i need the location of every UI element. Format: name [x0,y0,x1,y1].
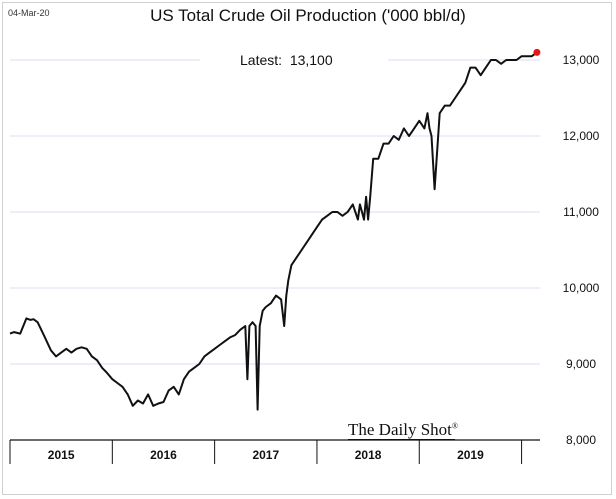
date-stamp: 04-Mar-20 [8,8,50,18]
x-tick-label-2015: 2015 [48,448,75,462]
latest-label: Latest: [240,52,283,68]
x-tick-label-2017: 2017 [252,448,279,462]
y-tick-label-11000: 11,000 [563,205,599,219]
logo-mark: ® [451,421,458,431]
chart-title: US Total Crude Oil Production ('000 bbl/… [150,6,466,25]
logo-text: The Daily Shot [348,420,452,439]
latest-annotation: Latest: 13,100 [240,52,333,68]
x-tick-label-2016: 2016 [150,448,177,462]
latest-point-marker [533,48,541,56]
x-tick-label-2019: 2019 [457,448,484,462]
y-tick-label-12000: 12,000 [563,129,600,143]
x-tick-label-2018: 2018 [355,448,382,462]
y-tick-label-8000: 8,000 [566,433,596,447]
latest-value: 13,100 [289,52,333,68]
series-line-production [9,51,538,411]
daily-shot-logo: The Daily Shot® [348,420,458,440]
logo-underline [348,439,455,440]
y-tick-label-10000: 10,000 [563,281,600,295]
chart-frame [2,2,612,495]
y-tick-label-13000: 13,000 [563,53,600,67]
y-tick-label-9000: 9,000 [566,357,596,371]
